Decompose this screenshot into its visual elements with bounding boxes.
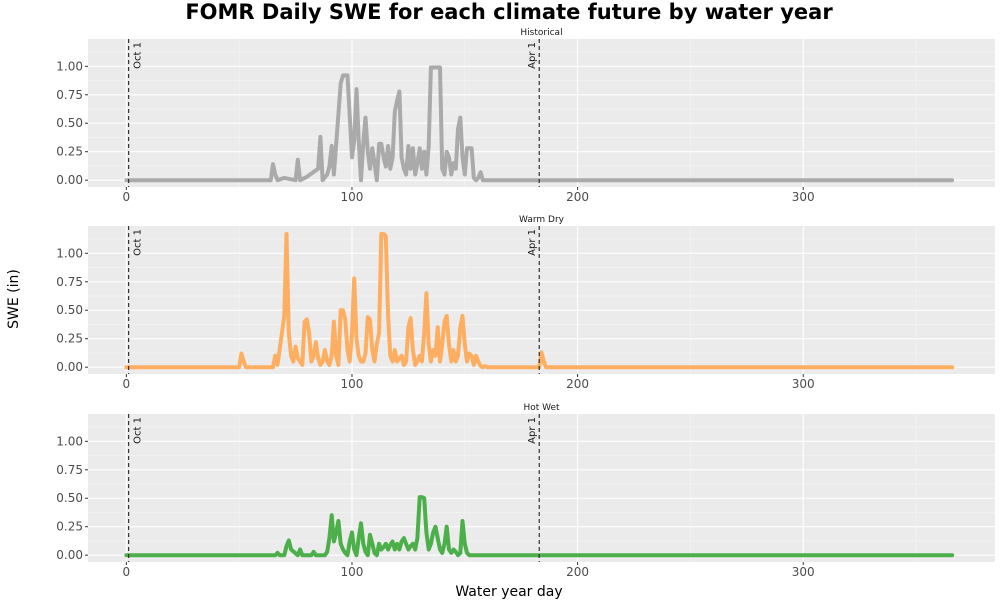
panel-historical: 0 100 200 300 0.00 0.25 0.50 0.75 1.00 Historical… [56, 28, 995, 204]
y-tick-label: 0.50 [56, 303, 83, 317]
reference-line-label: Oct 1 [133, 229, 144, 256]
x-tick-label: 300 [792, 565, 815, 579]
y-tick-label: 0.50 [56, 491, 83, 505]
y-tick-label: 0.75 [56, 88, 83, 102]
reference-line-label: Oct 1 [133, 417, 144, 444]
series-line [124, 495, 955, 558]
x-tick-label: 0 [123, 190, 131, 204]
y-tick-label: 0.00 [56, 173, 83, 187]
series-line [124, 232, 955, 370]
chart-title: FOMR Daily SWE for each climate future b… [185, 0, 833, 24]
x-tick-label: 200 [566, 377, 589, 391]
panel-background [88, 39, 995, 187]
x-tick-label: 0 [123, 565, 131, 579]
reference-line-label: Oct 1 [133, 42, 144, 69]
y-tick-label: 0.75 [56, 275, 83, 289]
y-tick-label: 0.00 [56, 360, 83, 374]
y-tick-label: 0.25 [56, 145, 83, 159]
y-axis-label: SWE (in) [6, 269, 22, 329]
panel-background [88, 414, 995, 562]
x-tick-label: 300 [792, 190, 815, 204]
reference-line-label: Apr 1 [527, 42, 538, 69]
x-tick-label: 200 [566, 565, 589, 579]
x-tick-label: 300 [792, 377, 815, 391]
y-tick-label: 1.00 [56, 59, 83, 73]
reference-line-label: Apr 1 [527, 229, 538, 256]
x-tick-label: 200 [566, 190, 589, 204]
panel-warm-dry: 0 100 200 300 0.00 0.25 0.50 0.75 1.00 Warm Dry Oc… [56, 215, 995, 391]
x-tick-label: 0 [123, 377, 131, 391]
y-tick-label: 0.75 [56, 463, 83, 477]
x-axis-label: Water year day [455, 584, 562, 600]
panel-hot-wet: 0 100 200 300 0.00 0.25 0.50 0.75 1.00 Hot Wet Oct… [56, 403, 995, 579]
x-tick-label: 100 [341, 377, 364, 391]
series-line [124, 65, 955, 183]
x-tick-label: 100 [341, 190, 364, 204]
y-tick-label: 0.50 [56, 116, 83, 130]
panel-strip-label: Hot Wet [523, 403, 560, 413]
y-tick-label: 0.25 [56, 332, 83, 346]
y-tick-label: 0.00 [56, 548, 83, 562]
panel-strip-label: Historical [520, 28, 562, 38]
y-tick-label: 0.25 [56, 520, 83, 534]
reference-line-label: Apr 1 [527, 417, 538, 444]
y-tick-label: 1.00 [56, 434, 83, 448]
x-tick-label: 100 [341, 565, 364, 579]
y-tick-label: 1.00 [56, 246, 83, 260]
panel-strip-label: Warm Dry [519, 215, 565, 225]
